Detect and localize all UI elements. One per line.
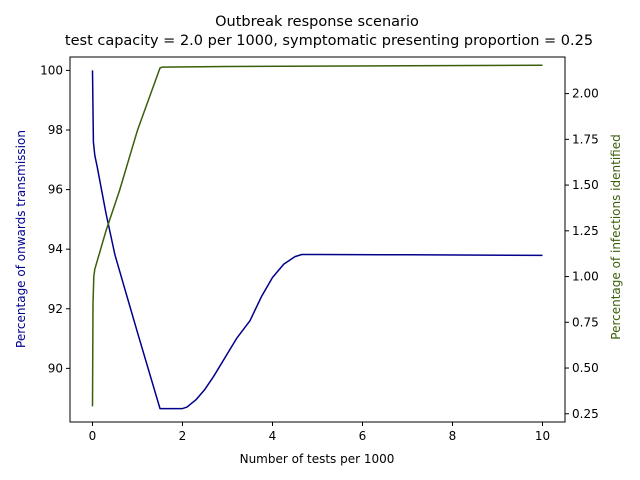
y-right-tick-label: 0.25: [572, 407, 599, 421]
x-tick-label: 8: [449, 429, 457, 443]
y-right-tick-label: 1.75: [572, 132, 599, 146]
series-group: [91, 64, 543, 410]
y-right-tick-label: 0.50: [572, 361, 599, 375]
y-left-tick-label: 96: [48, 183, 63, 197]
chart-subtitle: test capacity = 2.0 per 1000, symptomati…: [65, 33, 593, 49]
x-axis: 0 2 4 6 8 10: [89, 422, 550, 443]
y-axis-right: 0.25 0.50 0.75 1.00 1.25 1.50 1.75 2.00: [565, 87, 599, 421]
y-left-tick-label: 100: [40, 63, 63, 77]
series-line-left: [91, 70, 543, 410]
y-left-tick-label: 98: [48, 123, 63, 137]
y-axis-right-label: Percentage of infections identified: [609, 134, 623, 339]
x-tick-label: 4: [269, 429, 277, 443]
y-left-tick-label: 94: [48, 242, 63, 256]
x-axis-label: Number of tests per 1000: [240, 452, 395, 466]
x-tick-label: 2: [179, 429, 187, 443]
y-right-tick-label: 2.00: [572, 87, 599, 101]
series-line-right: [91, 64, 543, 407]
y-right-tick-label: 1.50: [572, 178, 599, 192]
y-right-tick-label: 0.75: [572, 315, 599, 329]
x-tick-label: 10: [535, 429, 550, 443]
y-axis-left: 90 92 94 96 98 100: [40, 63, 70, 375]
y-axis-left-label: Percentage of onwards transmission: [14, 130, 28, 348]
y-right-tick-label: 1.00: [572, 270, 599, 284]
y-left-tick-label: 90: [48, 361, 63, 375]
y-left-tick-label: 92: [48, 302, 63, 316]
x-tick-label: 6: [359, 429, 367, 443]
chart-title: Outbreak response scenario: [215, 14, 419, 30]
plot-frame: [69, 56, 566, 423]
y-right-tick-label: 1.25: [572, 224, 599, 238]
x-tick-label: 0: [89, 429, 97, 443]
